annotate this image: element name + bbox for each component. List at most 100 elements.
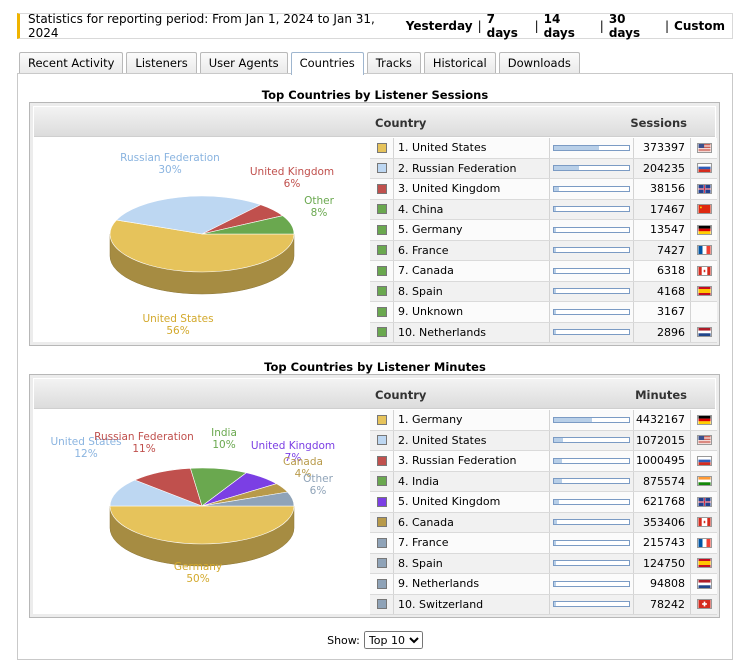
countries-panel: Top Countries by Listener Sessions Count…	[17, 73, 733, 660]
color-swatch	[376, 224, 387, 235]
sessions-row: 8. Spain 4168	[370, 281, 717, 302]
share-bar-cell	[550, 594, 634, 614]
share-bar	[553, 478, 630, 485]
share-bar-cell	[550, 451, 634, 471]
flag-cell	[691, 241, 717, 261]
row-color-cell	[370, 158, 394, 178]
tab-user-agents[interactable]: User Agents	[199, 52, 288, 74]
share-bar-cell	[550, 471, 634, 491]
share-bar-fill	[554, 458, 563, 463]
pie-label-name: United States	[50, 436, 121, 448]
range-7-days-link[interactable]: 7 days	[486, 12, 518, 40]
sessions-row: 4. China 17467	[370, 199, 717, 220]
sessions-row: 5. Germany 13547	[370, 220, 717, 241]
metric-value: 17467	[634, 199, 691, 219]
share-bar	[553, 288, 630, 295]
share-bar-fill	[554, 602, 556, 607]
pie-slice	[109, 219, 295, 273]
share-bar-cell	[550, 533, 634, 553]
color-swatch	[376, 476, 387, 487]
flag-cell	[691, 261, 717, 281]
flag-de-icon	[696, 414, 712, 425]
pie-label-percent: 6%	[310, 485, 327, 497]
sessions-table-header: Country Sessions	[34, 107, 715, 137]
share-bar	[553, 560, 630, 567]
share-bar-fill	[554, 438, 563, 443]
sessions-country-header: Country	[375, 116, 427, 130]
country-name: 8. Spain	[394, 553, 550, 573]
range-14-days-link[interactable]: 14 days	[543, 12, 575, 40]
flag-cell	[691, 451, 717, 471]
flag-cell	[691, 554, 717, 574]
share-bar	[553, 539, 630, 546]
share-bar-fill	[554, 186, 559, 191]
metric-value: 124750	[634, 553, 691, 573]
metric-value: 3167	[634, 302, 691, 322]
flag-de-icon	[696, 224, 712, 235]
country-name: 5. Germany	[394, 220, 550, 240]
metric-value: 204235	[634, 158, 691, 178]
row-color-cell	[370, 410, 394, 430]
minutes-row: 2. United States 1072015	[370, 430, 717, 451]
flag-cell	[691, 533, 717, 553]
pie-label-percent: 4%	[295, 468, 312, 480]
metric-value: 875574	[634, 471, 691, 491]
tab-listeners[interactable]: Listeners	[126, 52, 197, 74]
show-label: Show:	[327, 633, 360, 647]
flag-cell	[691, 492, 717, 512]
country-name: 8. Spain	[394, 281, 550, 301]
range-custom-link[interactable]: Custom	[674, 19, 725, 33]
minutes-row: 9. Netherlands 94808	[370, 574, 717, 595]
share-bar-cell	[550, 302, 634, 322]
share-bar-fill	[554, 289, 556, 294]
flag-fr-icon	[696, 245, 712, 256]
tab-historical[interactable]: Historical	[423, 52, 496, 74]
share-bar-fill	[554, 268, 556, 273]
share-bar-cell	[550, 261, 634, 281]
flag-cell	[691, 431, 717, 451]
color-swatch	[376, 455, 387, 466]
minutes-row: 6. Canada 353406	[370, 512, 717, 533]
color-swatch	[376, 496, 387, 507]
show-count-control: Show: Top 10	[18, 631, 732, 649]
tab-countries[interactable]: Countries	[290, 52, 364, 75]
color-swatch	[376, 306, 387, 317]
country-name: 1. Germany	[394, 410, 550, 430]
sessions-row: 10. Netherlands 2896	[370, 322, 717, 343]
share-bar	[553, 185, 630, 192]
share-bar	[553, 267, 630, 274]
range-30-days-link[interactable]: 30 days	[608, 12, 641, 40]
row-color-cell	[370, 281, 394, 301]
flag-cell	[691, 574, 717, 594]
tab-recent-activity[interactable]: Recent Activity	[19, 52, 124, 74]
tab-tracks[interactable]: Tracks	[366, 52, 421, 74]
metric-value: 7427	[634, 240, 691, 260]
flag-cell	[691, 220, 717, 240]
flag-cell	[691, 472, 717, 492]
show-count-select[interactable]: Top 10	[363, 631, 423, 649]
color-swatch	[376, 327, 387, 338]
tab-downloads[interactable]: Downloads	[498, 52, 580, 74]
sessions-pie-chart: United States 56% Russian Federation 30% Uni…	[34, 138, 370, 343]
metric-value: 1000495	[634, 451, 691, 471]
share-bar-cell	[550, 512, 634, 532]
pie-label-name: United Kingdom	[251, 440, 335, 452]
share-bar-cell	[550, 322, 634, 342]
color-swatch	[376, 558, 387, 569]
row-color-cell	[370, 574, 394, 594]
share-bar-fill	[554, 248, 556, 253]
pie-label-name: India	[211, 427, 237, 439]
share-bar-cell	[550, 281, 634, 301]
row-color-cell	[370, 240, 394, 260]
range-yesterday-link[interactable]: Yesterday	[405, 19, 473, 33]
pie-label-percent: 10%	[212, 439, 235, 451]
share-bar-cell	[550, 430, 634, 450]
flag-ch-icon	[696, 599, 712, 610]
flag-cell	[691, 179, 717, 199]
share-bar-fill	[554, 207, 557, 212]
row-color-cell	[370, 302, 394, 322]
share-bar-cell	[550, 410, 634, 430]
color-swatch	[376, 599, 387, 610]
